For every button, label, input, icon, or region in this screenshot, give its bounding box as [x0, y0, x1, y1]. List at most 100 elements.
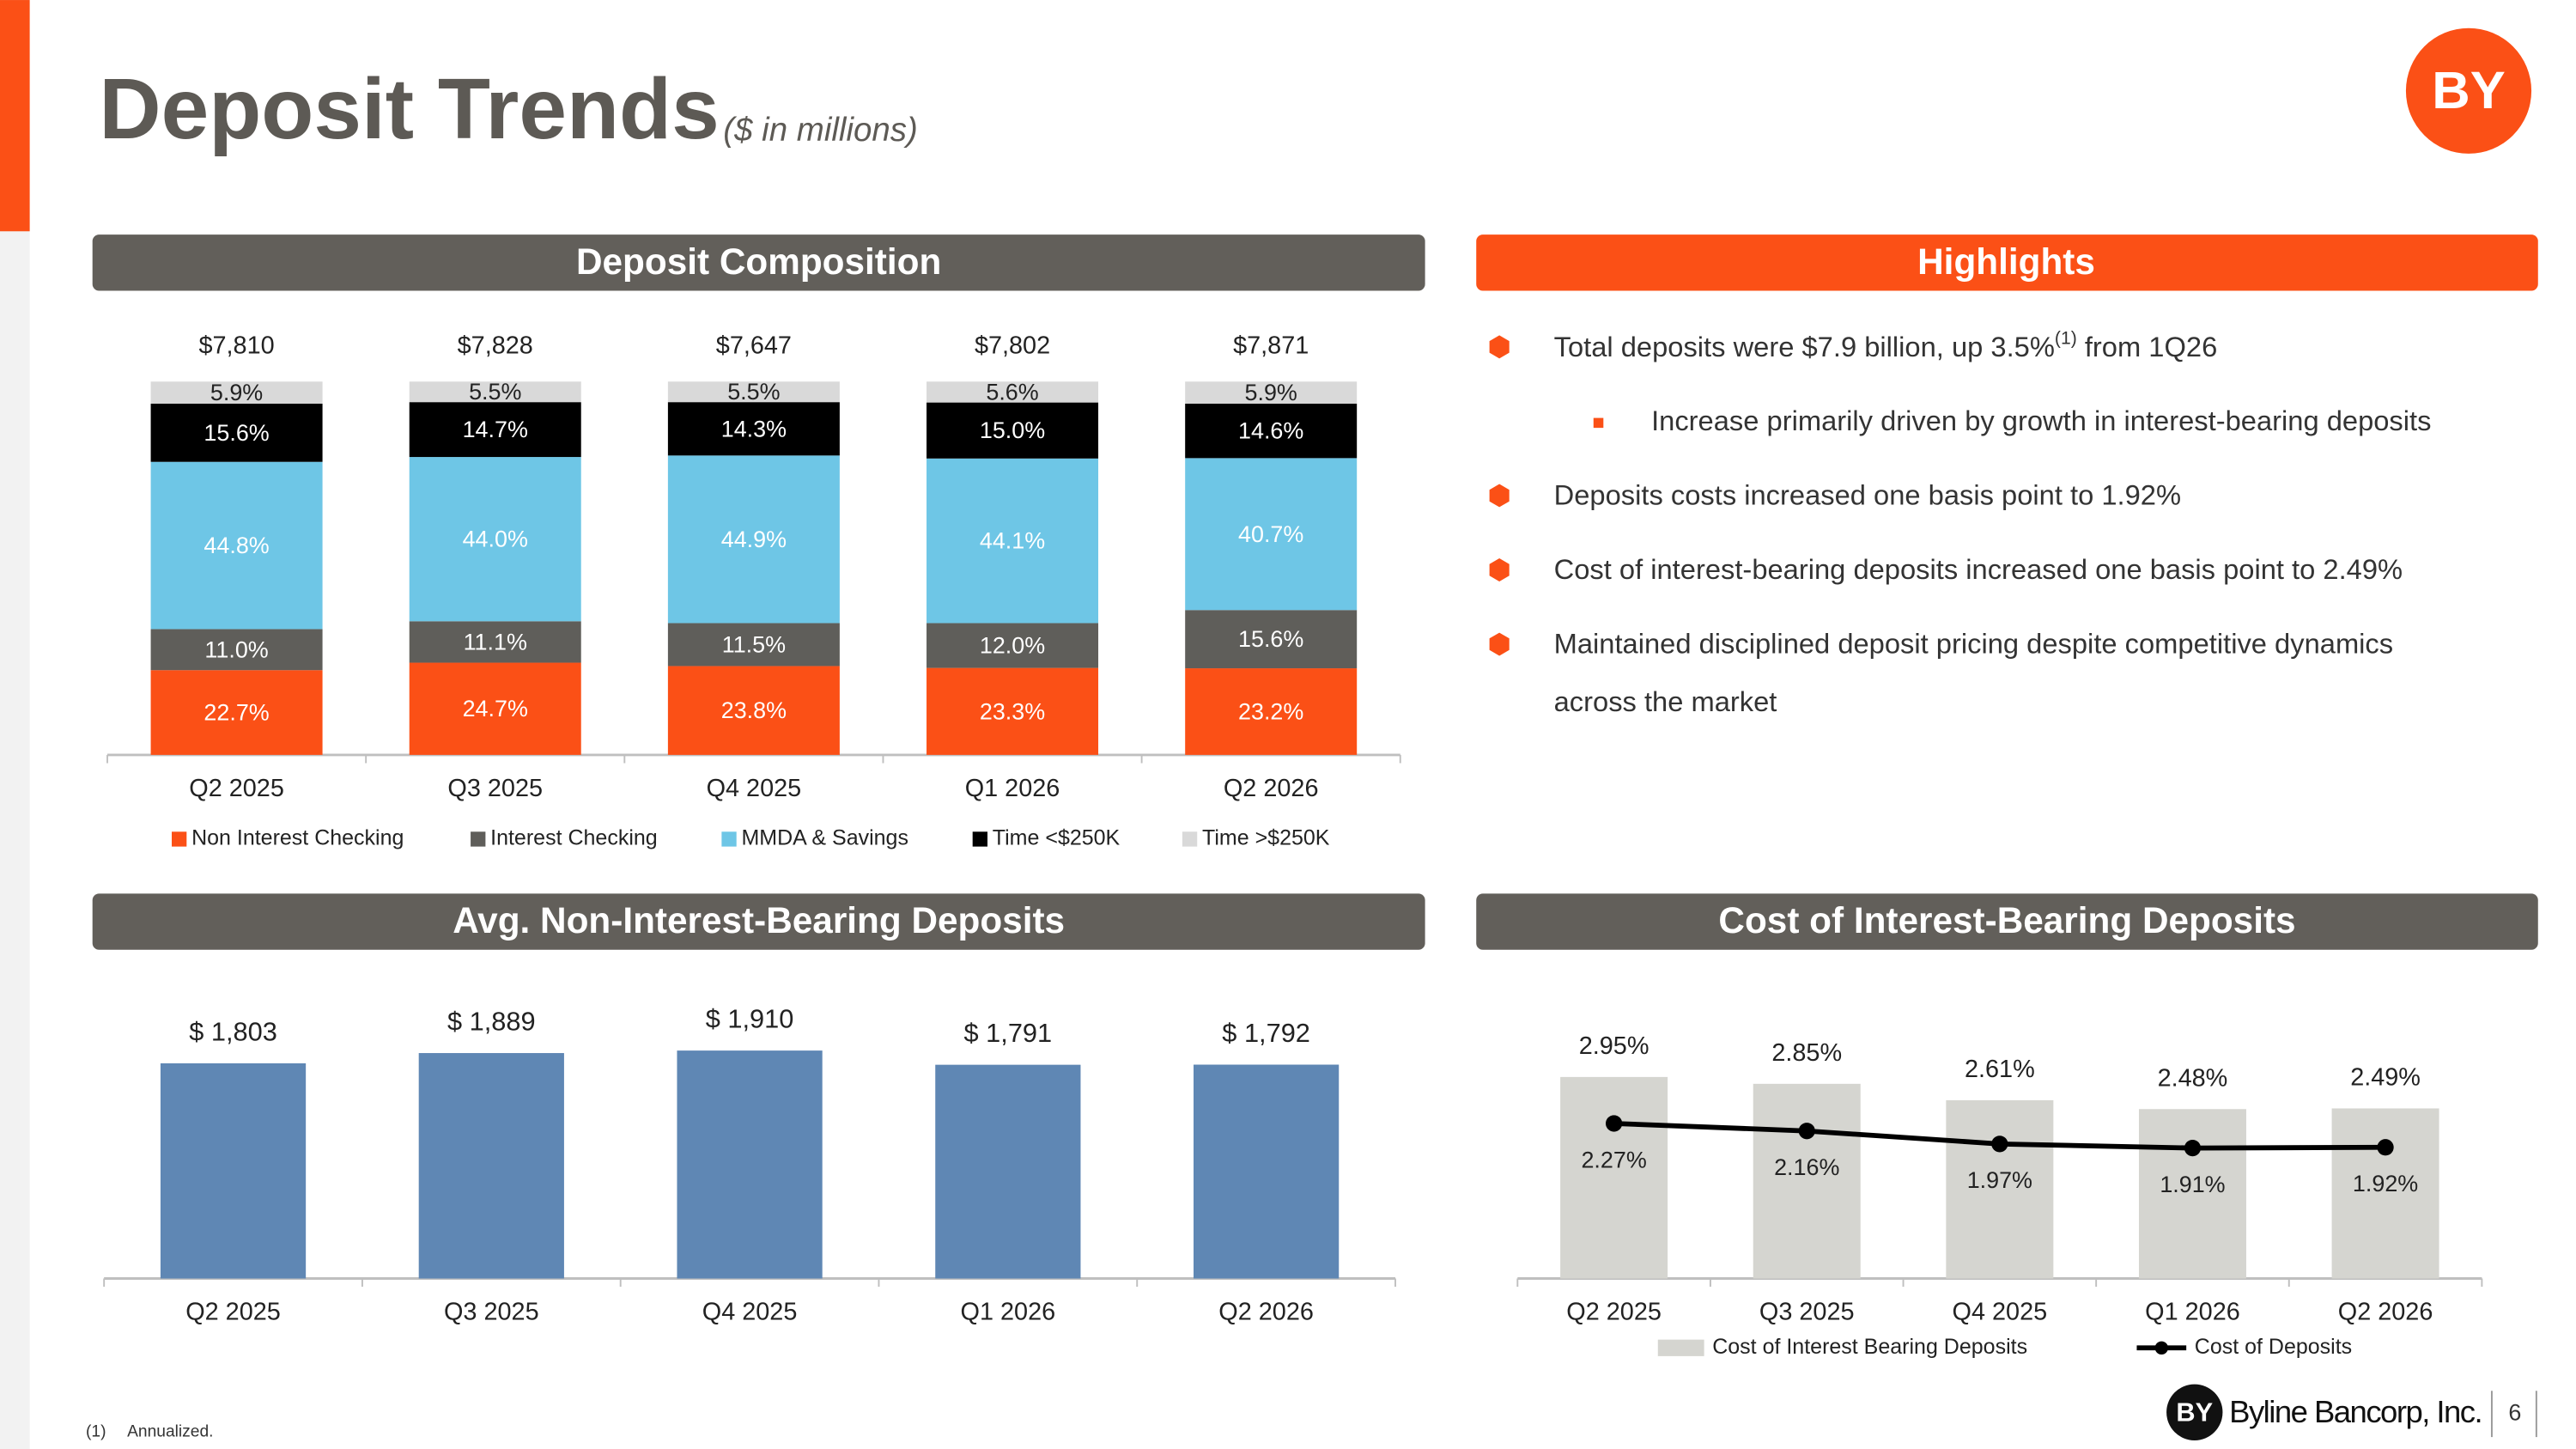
section-title: Cost of Interest-Bearing Deposits [1718, 900, 2295, 941]
data-label: 14.6% [1238, 418, 1303, 444]
legend-label: Non Interest Checking [191, 826, 404, 850]
bar-segment [409, 621, 581, 663]
section-title: Deposit Composition [576, 241, 941, 282]
section-header [92, 893, 1425, 950]
data-label: 11.5% [722, 631, 786, 657]
x-tick-label: Q4 2025 [707, 775, 802, 802]
x-tick-label: Q1 2026 [965, 775, 1060, 802]
data-label: 15.6% [1238, 626, 1303, 652]
sub-bullet-text: Increase primarily driven by growth in i… [1651, 405, 2431, 436]
section-header [1476, 893, 2538, 950]
data-label: 2.61% [1965, 1056, 2035, 1083]
data-label: 14.7% [463, 417, 528, 442]
bar [2331, 1108, 2439, 1279]
bar [1194, 1064, 1340, 1279]
footer-logo-text: BY [2176, 1397, 2213, 1427]
data-label: 44.1% [980, 528, 1045, 554]
data-label: 2.95% [1579, 1032, 1649, 1060]
bar [1753, 1083, 1861, 1279]
bar-segment [1185, 381, 1358, 404]
bullet-text: Deposits costs increased one basis point… [1554, 479, 2181, 511]
x-tick-label: Q4 2025 [702, 1299, 798, 1326]
data-label: $ 1,910 [706, 1004, 794, 1034]
data-label: 40.7% [1238, 521, 1303, 547]
legend-label: Cost of Interest Bearing Deposits [1712, 1335, 2027, 1359]
section-title: Avg. Non-Interest-Bearing Deposits [453, 900, 1065, 941]
x-tick-label: Q3 2025 [444, 1299, 539, 1326]
data-label: 5.5% [727, 379, 780, 405]
data-label: 2.48% [2158, 1064, 2228, 1092]
data-label: 5.5% [469, 379, 521, 405]
bar-segment [1185, 668, 1358, 755]
footer-logo [2166, 1384, 2223, 1440]
bullet-text: across the market [1554, 685, 1777, 717]
x-tick-label: Q2 2026 [2338, 1299, 2433, 1326]
bar-segment [1185, 458, 1358, 611]
bar-segment [927, 402, 1099, 459]
x-tick-label: Q2 2025 [1566, 1299, 1662, 1326]
section-header [92, 234, 1425, 291]
bar [1946, 1099, 2054, 1279]
bullet [1489, 484, 1510, 508]
x-tick-label: Q2 2025 [189, 775, 284, 802]
x-tick-label: Q1 2026 [961, 1299, 1056, 1326]
total-label: $7,802 [975, 332, 1050, 360]
data-label: 44.9% [721, 527, 787, 552]
bar-segment [1185, 610, 1358, 669]
bar-segment [927, 381, 1099, 403]
bar-segment [409, 662, 581, 755]
bar [418, 1053, 564, 1279]
bullet-text: Total deposits were $7.9 billion, up 3.5… [1554, 328, 2218, 362]
bar-segment [150, 629, 323, 671]
bar-segment [927, 623, 1099, 668]
bar-segment [409, 402, 581, 458]
data-label: $ 1,792 [1222, 1018, 1310, 1048]
text: Total deposits were $7.9 billion, up 3.5… [1554, 330, 2055, 362]
line-point [1991, 1135, 2008, 1153]
data-label: 44.0% [463, 527, 528, 552]
line-point [2377, 1139, 2394, 1156]
data-label: $ 1,803 [189, 1016, 277, 1046]
bar-segment [927, 458, 1099, 624]
bar-segment [150, 670, 323, 755]
side-accent [0, 0, 30, 232]
data-label: 15.6% [204, 420, 269, 446]
line-point [2184, 1139, 2202, 1157]
data-label: 44.8% [204, 533, 269, 558]
legend-swatch [2154, 1341, 2168, 1355]
bar [677, 1050, 823, 1279]
data-label: 23.3% [980, 698, 1045, 724]
legend-swatch [172, 831, 187, 847]
data-label: 5.9% [1245, 380, 1297, 405]
bar-segment [667, 402, 840, 456]
data-label: 2.27% [1581, 1147, 1646, 1172]
company-name: Byline Bancorp, Inc. [2229, 1394, 2482, 1429]
bar-segment [667, 381, 840, 403]
data-label: 23.8% [721, 697, 787, 723]
legend-label: Time >$250K [1202, 826, 1330, 850]
bar [1560, 1076, 1668, 1279]
bar-segment [150, 461, 323, 630]
data-label: 2.49% [2350, 1063, 2421, 1091]
legend-swatch [972, 831, 987, 847]
x-tick-label: Q2 2025 [185, 1299, 281, 1326]
legend-label: Interest Checking [490, 826, 658, 850]
data-label: 2.16% [1774, 1154, 1839, 1180]
line-point [1798, 1123, 1815, 1140]
data-label: 14.3% [721, 416, 787, 441]
data-label: 5.9% [210, 380, 263, 405]
data-label: $ 1,889 [447, 1007, 536, 1037]
data-label: 12.0% [980, 633, 1045, 659]
bar [160, 1062, 307, 1279]
total-label: $7,647 [716, 332, 792, 360]
footnote-marker: (1) [86, 1422, 106, 1440]
x-tick-label: Q2 2026 [1218, 1299, 1314, 1326]
side-band [0, 0, 30, 1449]
data-label: 1.92% [2353, 1171, 2418, 1196]
bar [935, 1064, 1081, 1279]
text: from 1Q26 [2077, 330, 2218, 362]
bar [2138, 1109, 2246, 1279]
data-label: 5.6% [986, 379, 1038, 405]
section-title: Highlights [1917, 241, 2095, 282]
